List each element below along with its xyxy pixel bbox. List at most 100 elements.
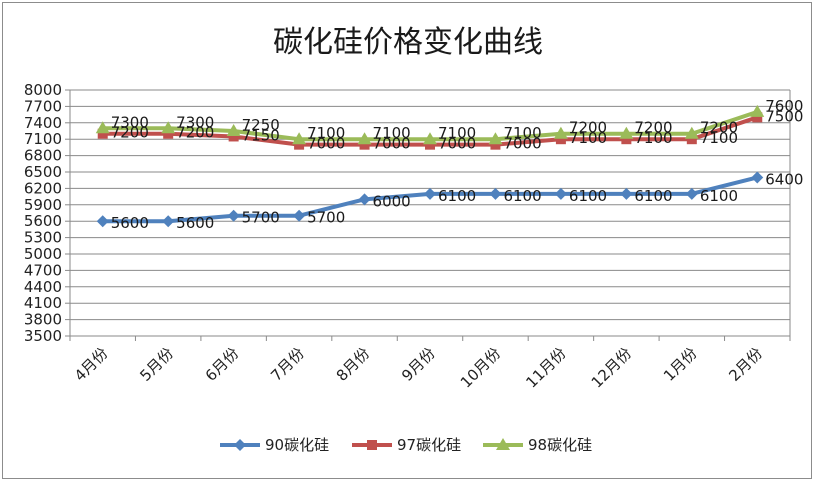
y-tick-label: 8000 [24,81,62,99]
y-tick-label: 7400 [24,114,62,132]
data-point [163,128,174,139]
data-point [553,126,568,139]
y-tick-label: 6200 [24,179,62,197]
data-point [292,132,307,145]
data-label: 5600 [176,214,214,232]
data-point [490,139,501,150]
data-point [357,132,372,145]
data-point [685,187,698,200]
data-label: 5700 [307,209,345,227]
data-label: 7600 [765,97,803,115]
series-lines [95,104,765,228]
data-point [227,209,240,222]
data-point [294,139,305,150]
data-point [751,171,764,184]
x-tick-label: 1月份 [660,344,701,385]
data-label: 7000 [438,135,476,153]
y-tick-label: 5300 [24,229,62,247]
data-label: 7200 [569,119,607,137]
data-point [95,121,110,134]
data-point [161,121,176,134]
data-label: 6100 [503,187,541,205]
legend-swatch-marker [367,440,377,450]
y-tick-label: 7100 [24,130,62,148]
legend-entry: 98碳化硅 [528,436,592,454]
legend-swatch-marker [496,438,510,450]
y-tick-label: 3800 [24,311,62,329]
data-label: 7100 [569,129,607,147]
data-labels: 5600 5600 5700 5700 6000 6100 6100 6100 6100 6100… [111,97,804,232]
x-tick-label: 4月份 [71,344,112,385]
data-point [619,126,634,139]
y-axis: 3500380041004400470050005300560059006200… [24,81,71,345]
data-point [97,128,108,139]
data-point [750,104,765,117]
data-label: 7300 [111,113,149,131]
y-tick-label: 4100 [24,294,62,312]
data-point [554,187,567,200]
y-tick-label: 5900 [24,196,62,214]
data-label: 7100 [438,124,476,142]
y-tick-label: 5600 [24,212,62,230]
data-point [358,193,371,206]
data-label: 7200 [111,124,149,142]
y-tick-label: 6500 [24,163,62,181]
data-label: 7000 [373,135,411,153]
chart-title: 碳化硅价格变化曲线 [273,25,543,60]
x-tick-label: 11月份 [522,344,569,391]
data-point [423,132,437,145]
x-axis: 4月份 5月份 6月份 7月份 8月份 9月份 10月份 11月份 12月份 1月份 2月份 [69,335,791,392]
data-label: 7100 [373,124,411,142]
data-point [489,187,502,200]
legend-entry: 97碳化硅 [397,436,461,454]
x-tick-label: 2月份 [725,344,766,385]
data-label: 7200 [176,124,214,142]
data-label: 6000 [373,192,411,210]
data-label: 7100 [307,124,345,142]
x-tick-label: 8月份 [333,344,374,385]
y-tick-label: 4400 [24,278,62,296]
data-point [686,134,697,145]
data-label: 7000 [307,135,345,153]
data-label: 7100 [503,124,541,142]
data-point [162,215,175,228]
data-point [293,209,306,222]
y-tick-label: 6800 [24,147,62,165]
data-label: 6100 [700,187,738,205]
legend: 90碳化硅 97碳化硅 98碳化硅 [220,436,592,454]
x-tick-label: 7月份 [267,344,308,385]
legend-entry: 90碳化硅 [265,436,329,454]
data-point [621,134,632,145]
data-point [359,139,370,150]
data-label: 5700 [242,209,280,227]
data-label: 7500 [765,107,803,125]
x-tick-label: 5月份 [136,344,177,385]
x-tick-label: 10月份 [457,344,504,391]
x-tick-label: 12月份 [588,344,635,391]
data-label: 7300 [176,113,214,131]
data-point [228,131,239,142]
data-point [424,187,436,200]
y-tick-label: 4700 [24,261,62,279]
y-tick-label: 5000 [24,245,62,263]
data-point [425,139,435,150]
data-label: 6400 [765,170,803,188]
data-point [752,112,763,123]
data-label: 7150 [242,126,280,144]
legend-swatch-marker [234,439,246,451]
data-label: 6100 [438,187,476,205]
data-point [620,187,633,200]
data-label: 6100 [634,187,672,205]
x-tick-label: 6月份 [202,344,243,385]
data-label: 7250 [242,116,280,134]
data-point [684,126,699,139]
data-label: 7200 [700,119,738,137]
data-point [96,215,109,228]
data-label: 5600 [111,214,149,232]
data-point [555,134,566,145]
y-tick-label: 7700 [24,97,62,115]
data-label: 7100 [700,129,738,147]
data-point [226,124,241,136]
